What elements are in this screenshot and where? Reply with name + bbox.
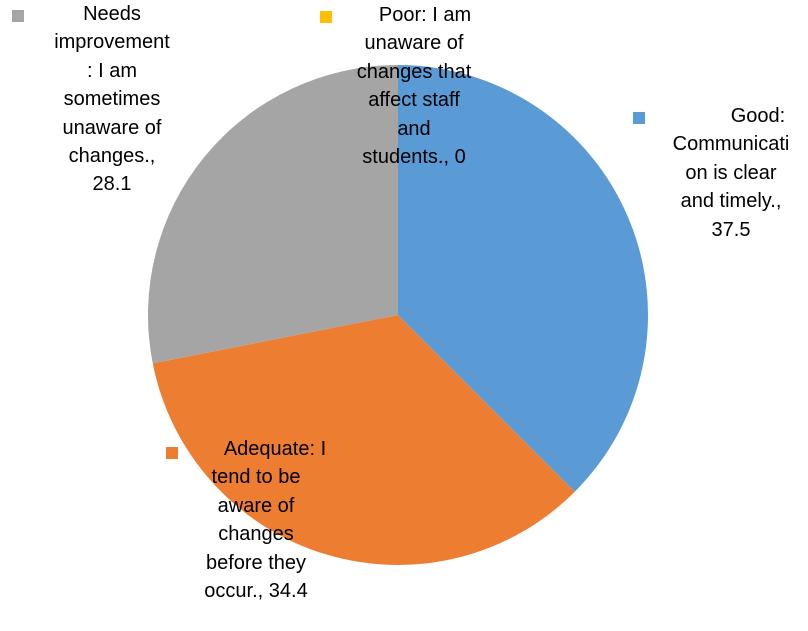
label-line: 37.5	[657, 216, 805, 244]
label-line: Adequate: I	[175, 435, 337, 463]
label-line: on is clear	[657, 159, 805, 187]
label-line: occur., 34.4	[175, 577, 337, 605]
data-label-needs-improvement: Needs improvement : I am sometimes unawa…	[30, 0, 194, 199]
label-line: changes that	[336, 58, 492, 86]
data-label-adequate: Adequate: I tend to be aware of changes …	[175, 435, 337, 605]
label-line: Poor: I am	[336, 1, 492, 29]
legend-key-poor	[320, 11, 332, 23]
label-line: affect staff	[336, 86, 492, 114]
label-line: Needs	[30, 0, 194, 28]
label-line: Good:	[657, 102, 805, 130]
label-line: changes	[175, 520, 337, 548]
label-line: 28.1	[30, 170, 194, 198]
label-line: and timely.,	[657, 187, 805, 215]
data-label-poor: Poor: I am unaware of changes that affec…	[336, 1, 492, 171]
label-line: Communicati	[657, 130, 805, 158]
label-line: sometimes	[30, 85, 194, 113]
legend-key-needs-improvement	[12, 10, 24, 22]
data-label-good: Good: Communicati on is clear and timely…	[657, 102, 805, 244]
label-line: tend to be	[175, 463, 337, 491]
label-line: aware of	[175, 492, 337, 520]
label-line: unaware of	[336, 29, 492, 57]
label-line: improvement	[30, 28, 194, 56]
label-line: changes.,	[30, 142, 194, 170]
label-line: students., 0	[336, 143, 492, 171]
legend-key-good	[633, 112, 645, 124]
label-line: and	[336, 115, 492, 143]
label-line: : I am	[30, 57, 194, 85]
label-line: before they	[175, 549, 337, 577]
label-line: unaware of	[30, 114, 194, 142]
